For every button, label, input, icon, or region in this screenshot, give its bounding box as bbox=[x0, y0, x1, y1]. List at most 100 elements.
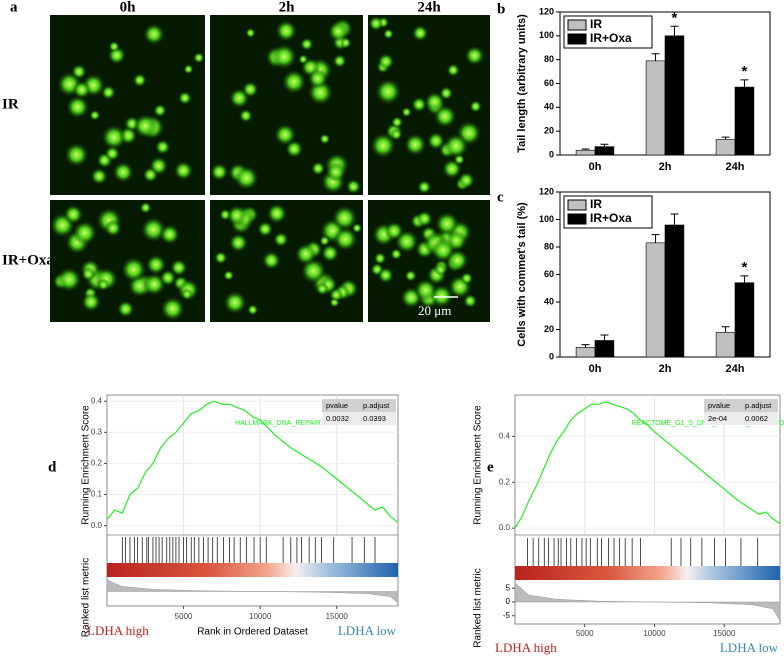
legend-swatch bbox=[567, 213, 587, 225]
y-tick-label: 0 bbox=[549, 149, 554, 159]
comet bbox=[66, 95, 90, 119]
comet bbox=[332, 54, 347, 68]
micrograph bbox=[368, 200, 490, 322]
comet bbox=[257, 221, 273, 237]
right-label: LDHA low bbox=[720, 640, 779, 655]
comet bbox=[133, 114, 158, 138]
metric-area bbox=[514, 582, 781, 623]
comet bbox=[435, 211, 460, 236]
comet bbox=[108, 40, 120, 53]
y-axis-label: Running Enrichment Score bbox=[473, 405, 484, 525]
x-tick-label: 10000 bbox=[249, 612, 272, 621]
comet bbox=[332, 205, 358, 231]
comet bbox=[370, 132, 396, 159]
bar bbox=[664, 224, 685, 358]
row-label: IR bbox=[2, 96, 19, 112]
error-bar bbox=[721, 136, 730, 140]
y-tick-label: 20 bbox=[544, 126, 554, 136]
table-cell: 0.0393 bbox=[363, 414, 386, 423]
x-tick-label: 5000 bbox=[175, 612, 193, 621]
comet bbox=[142, 167, 159, 183]
comet bbox=[434, 262, 448, 277]
comet bbox=[442, 159, 462, 179]
comet bbox=[72, 80, 91, 99]
comet bbox=[404, 269, 417, 282]
y-tick-label: 0.4 bbox=[499, 431, 511, 440]
table-header: pvalue bbox=[708, 401, 730, 410]
comet bbox=[101, 124, 127, 150]
comet bbox=[266, 203, 288, 224]
comet bbox=[390, 128, 403, 141]
comet bbox=[351, 222, 363, 234]
comet bbox=[81, 292, 101, 312]
comet bbox=[395, 229, 419, 254]
error-bar bbox=[740, 79, 749, 88]
comet bbox=[416, 210, 433, 227]
rank-strip bbox=[515, 566, 780, 580]
comet bbox=[97, 278, 110, 291]
panel-letter: b bbox=[497, 1, 505, 17]
scale-bar-label: 20 μm bbox=[418, 303, 451, 318]
comet bbox=[460, 272, 474, 285]
error-bar bbox=[740, 275, 749, 283]
y-tick-label: 0.0 bbox=[499, 523, 511, 532]
bar bbox=[575, 347, 596, 358]
right-label: LDHA low bbox=[338, 623, 397, 638]
significance: * bbox=[672, 9, 678, 26]
plot-frame bbox=[514, 394, 781, 625]
x-tick-label: 24h bbox=[726, 161, 745, 173]
column-label: 24h bbox=[417, 0, 441, 15]
x-tick-label: 0h bbox=[589, 363, 602, 375]
comet bbox=[173, 161, 194, 181]
error-bar bbox=[581, 344, 590, 348]
y-tick-label: 80 bbox=[544, 54, 554, 64]
error-bar bbox=[721, 326, 730, 333]
legend-label: IR bbox=[590, 197, 602, 211]
x-tick-label: 24h bbox=[726, 363, 745, 375]
comet bbox=[81, 266, 96, 281]
y-tick-label: 0.0 bbox=[91, 521, 103, 530]
comet bbox=[64, 142, 89, 167]
error-bar bbox=[651, 53, 660, 61]
comet bbox=[368, 16, 384, 32]
metric-label: Ranked list metric bbox=[81, 558, 92, 637]
comet bbox=[401, 106, 412, 118]
comet bbox=[234, 165, 259, 191]
significance: * bbox=[742, 259, 748, 276]
comet bbox=[464, 45, 485, 66]
comet bbox=[223, 291, 247, 315]
comet bbox=[178, 91, 192, 105]
table-row-bg bbox=[704, 412, 778, 425]
comet bbox=[139, 201, 152, 214]
error-bar bbox=[670, 213, 679, 225]
comet bbox=[271, 43, 297, 70]
comet bbox=[273, 231, 289, 248]
y-tick-label: 60 bbox=[544, 269, 554, 279]
comet bbox=[181, 288, 193, 300]
error-bar bbox=[581, 148, 590, 151]
micrograph bbox=[50, 15, 205, 195]
comet bbox=[104, 145, 120, 162]
y-tick-label: 80 bbox=[544, 241, 554, 251]
comet bbox=[463, 293, 478, 308]
comet bbox=[430, 284, 454, 308]
table-header: pvalue bbox=[326, 401, 348, 410]
table-cell: 0.0032 bbox=[326, 414, 349, 423]
panel-letter: a bbox=[10, 0, 18, 15]
plot-frame bbox=[106, 394, 399, 607]
rank-strip bbox=[107, 563, 398, 577]
y-tick-label: 0.3 bbox=[91, 427, 103, 436]
comet bbox=[247, 304, 259, 316]
bar bbox=[734, 282, 755, 358]
y-tick-label: 0.2 bbox=[499, 477, 511, 486]
comet bbox=[261, 251, 281, 270]
comet bbox=[160, 296, 185, 321]
row-label: IR+Oxa bbox=[2, 252, 54, 268]
metric-label: Ranked list metric bbox=[473, 568, 484, 647]
panel-letter: c bbox=[497, 189, 504, 205]
x-axis-label: Rank in Ordered Dataset bbox=[197, 627, 308, 638]
column-label: 0h bbox=[120, 0, 137, 15]
bar bbox=[594, 340, 615, 358]
comet bbox=[329, 287, 344, 302]
